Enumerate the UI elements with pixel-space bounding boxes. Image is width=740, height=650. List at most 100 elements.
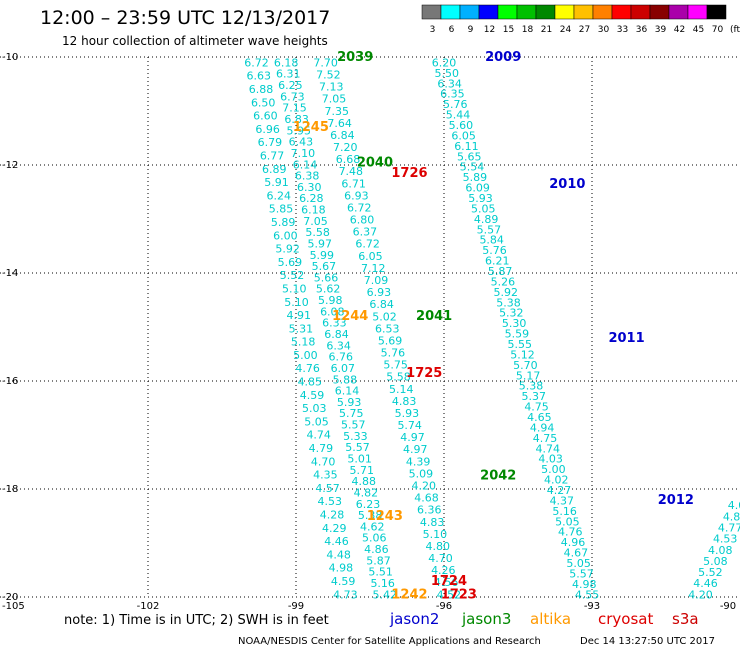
swh-value: 6.31	[276, 68, 301, 81]
swh-value: 6.34	[326, 339, 351, 352]
swh-value: 4.97	[403, 443, 428, 456]
swh-value: 4.76	[558, 526, 583, 539]
swh-value: 4.96	[561, 536, 586, 549]
swh-value: 5.57	[345, 441, 370, 454]
swh-value: 4.77	[718, 521, 740, 534]
swh-value: 4.70	[311, 455, 336, 468]
swh-value: 4.46	[693, 577, 718, 590]
colorbar-swatch	[687, 4, 708, 20]
swh-value: 7.09	[364, 274, 389, 287]
swh-value: 4.56	[434, 576, 459, 589]
swh-value: 5.08	[703, 555, 728, 568]
swh-value: 5.31	[289, 322, 314, 335]
swh-value: 6.36	[417, 504, 442, 517]
swh-value: 5.97	[307, 237, 332, 250]
colorbar-swatch	[478, 4, 499, 20]
pass-label: 2012	[658, 493, 694, 508]
swh-value: 4.05	[728, 499, 740, 512]
pass-label: 1242	[391, 587, 427, 602]
colorbar-label: 6	[449, 25, 455, 35]
swh-value: 6.72	[347, 201, 372, 214]
swh-value: 6.18	[274, 56, 299, 69]
swh-value: 6.14	[335, 385, 360, 398]
colorbar-swatch	[649, 4, 670, 20]
swh-value: 5.10	[284, 296, 309, 309]
swh-value: 5.93	[468, 192, 493, 205]
swh-value: 6.34	[437, 77, 462, 90]
swh-value: 6.73	[280, 90, 305, 103]
swh-value: 5.92	[493, 286, 518, 299]
swh-value: 5.74	[397, 419, 422, 432]
swh-value: 5.69	[278, 256, 303, 269]
swh-value: 5.33	[343, 430, 368, 443]
swh-value: 5.18	[291, 336, 316, 349]
swh-value: 6.05	[451, 129, 476, 142]
swh-value: 5.16	[552, 505, 577, 518]
note-text: note: 1) Time is in UTC; 2) SWH is in fe…	[64, 613, 329, 628]
swh-value: 5.05	[555, 515, 580, 528]
swh-value: 6.83	[284, 113, 309, 126]
swh-value: 6.71	[341, 177, 366, 190]
chart-title: 12:00 – 23:59 UTC 12/13/2017	[40, 7, 330, 29]
swh-value: 4.80	[425, 540, 450, 553]
swh-value: 6.18	[301, 204, 326, 217]
pass-label: 1723	[441, 587, 477, 602]
pass-label: 2040	[357, 155, 393, 170]
swh-value: 7.64	[327, 117, 352, 130]
swh-value: 5.38	[496, 296, 521, 309]
swh-value: 4.53	[713, 533, 738, 546]
swh-value: 4.75	[533, 432, 558, 445]
swh-value: 7.35	[325, 105, 350, 118]
colorbar-swatch	[592, 4, 613, 20]
y-tick-label: -10	[2, 52, 18, 63]
swh-value: 5.99	[310, 249, 335, 262]
swh-value: 4.62	[360, 520, 385, 533]
legend-item: s3a	[672, 610, 699, 628]
y-tick-label: -16	[2, 376, 18, 387]
swh-value: 6.07	[331, 362, 356, 375]
swh-value: 4.98	[329, 562, 354, 575]
swh-value: 5.12	[510, 348, 535, 361]
legend-item: cryosat	[598, 610, 653, 628]
colorbar-label: 30	[598, 25, 610, 35]
swh-value: 5.05	[566, 557, 591, 570]
swh-value: 6.93	[367, 286, 392, 299]
swh-value: 5.10	[282, 282, 307, 295]
swh-value: 5.14	[389, 383, 414, 396]
swh-value: 5.16	[370, 577, 395, 590]
swh-value: 4.37	[550, 494, 575, 507]
swh-value: 6.05	[358, 250, 383, 263]
swh-value: 6.72	[244, 56, 269, 69]
swh-value: 6.84	[324, 328, 349, 341]
colorbar-label: 21	[541, 25, 552, 35]
swh-value: 5.09	[409, 467, 434, 480]
swh-value: 6.84	[330, 129, 355, 142]
swh-value: 4.55	[575, 588, 600, 601]
swh-value: 5.70	[513, 359, 538, 372]
swh-value: 5.65	[457, 150, 482, 163]
colorbar-swatch	[611, 4, 632, 20]
pass-label: 1245	[293, 120, 329, 135]
swh-value: 4.48	[326, 548, 351, 561]
swh-value: 4.94	[530, 421, 555, 434]
pass-label: 1244	[332, 309, 368, 324]
swh-value: 6.89	[262, 163, 287, 176]
colorbar-label: 3	[430, 25, 436, 35]
legend-item: altika	[530, 610, 571, 628]
swh-value: 7.70	[313, 56, 338, 69]
swh-value: 5.50	[435, 67, 460, 80]
pass-label: 2042	[480, 469, 516, 484]
swh-value: 6.68	[336, 153, 361, 166]
swh-value: 6.28	[299, 192, 324, 205]
swh-value: 4.26	[431, 564, 456, 577]
colorbar-label: 27	[579, 25, 590, 35]
swh-value: 6.35	[440, 88, 465, 101]
swh-value: 4.65	[527, 411, 552, 424]
swh-value: 5.05	[471, 202, 496, 215]
swh-value: 4.83	[420, 516, 445, 529]
legend-item: jason3	[461, 610, 511, 628]
pass-label: 2011	[608, 331, 644, 346]
pass-label: 1726	[391, 166, 427, 181]
x-tick-label: -93	[584, 601, 600, 612]
